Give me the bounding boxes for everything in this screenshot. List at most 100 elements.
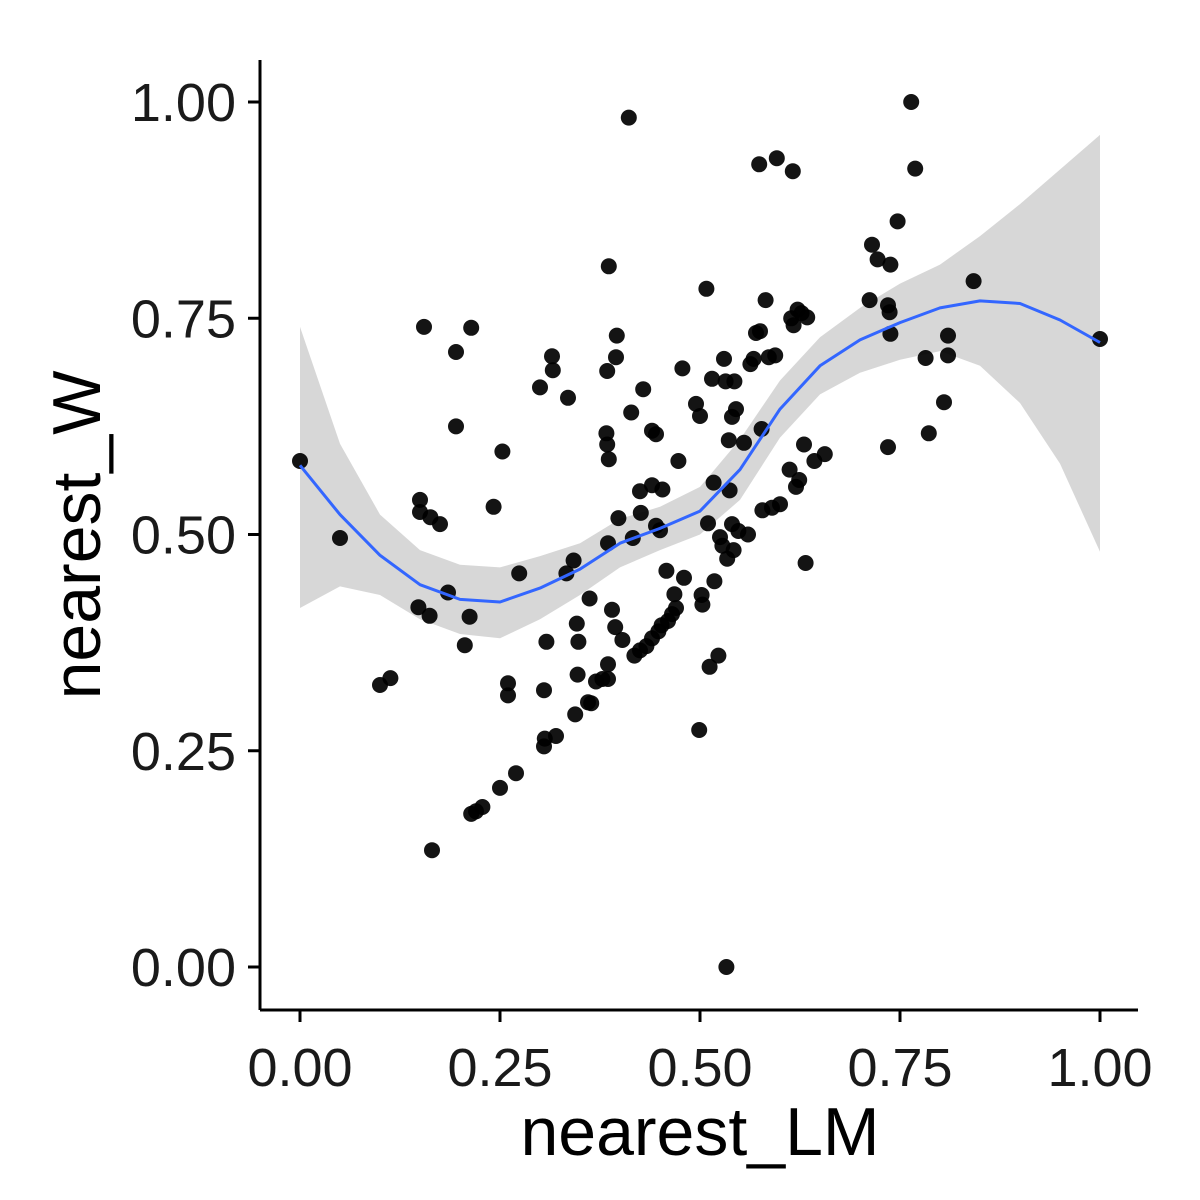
data-point-50 [600, 258, 617, 275]
data-point-157 [940, 347, 956, 364]
data-point-152 [907, 160, 924, 177]
data-point-135 [791, 472, 808, 488]
data-point-33 [544, 348, 560, 365]
data-point-26 [508, 765, 524, 782]
x-tick-label: 0.75 [847, 1038, 952, 1098]
data-point-15 [461, 608, 478, 625]
data-point-51 [599, 436, 616, 453]
data-point-155 [936, 394, 952, 411]
y-tick-label: 0.00 [131, 938, 236, 998]
data-point-111 [726, 373, 743, 390]
data-point-80 [658, 562, 675, 579]
data-point-97 [705, 474, 722, 491]
data-point-114 [736, 434, 752, 451]
data-point-45 [583, 695, 600, 712]
data-point-87 [676, 569, 692, 586]
data-point-129 [781, 461, 798, 478]
data-point-61 [614, 632, 631, 648]
data-point-93 [698, 280, 715, 297]
data-point-35 [548, 728, 564, 744]
data-point-147 [882, 256, 899, 273]
data-point-22 [494, 443, 511, 460]
data-point-69 [635, 381, 652, 398]
data-point-117 [745, 350, 762, 367]
x-tick-label: 0.00 [247, 1038, 352, 1098]
data-point-39 [567, 706, 584, 723]
data-point-49 [599, 363, 616, 379]
data-point-20 [424, 842, 440, 859]
data-point-143 [864, 236, 880, 253]
data-point-137 [796, 436, 812, 453]
smooth-line-group [298, 299, 1101, 604]
data-point-0 [292, 453, 308, 469]
data-point-3 [382, 670, 399, 687]
data-point-27 [511, 565, 528, 582]
data-point-44 [581, 590, 598, 607]
data-point-99 [710, 647, 727, 664]
data-point-120 [752, 323, 768, 340]
data-point-38 [565, 552, 582, 569]
data-point-74 [648, 426, 664, 443]
data-point-102 [716, 350, 732, 367]
data-point-150 [889, 213, 906, 230]
data-point-54 [600, 671, 616, 687]
data-point-37 [560, 389, 576, 406]
data-point-52 [600, 451, 617, 468]
data-point-112 [728, 401, 744, 418]
data-point-89 [691, 722, 708, 738]
data-point-90 [692, 408, 708, 424]
data-point-40 [568, 615, 585, 632]
data-point-110 [725, 542, 742, 559]
x-tick-label: 1.00 [1047, 1038, 1152, 1098]
x-tick-label: 0.50 [647, 1038, 752, 1098]
data-point-58 [608, 349, 624, 366]
data-point-57 [607, 619, 624, 636]
data-point-148 [881, 304, 898, 321]
data-point-153 [917, 350, 934, 366]
data-point-145 [880, 439, 896, 456]
data-point-1 [332, 530, 348, 546]
data-point-154 [920, 425, 937, 442]
confidence-ribbon [300, 134, 1100, 639]
data-point-156 [940, 327, 956, 344]
data-point-86 [674, 360, 691, 377]
data-point-138 [797, 555, 814, 571]
smooth-line [298, 299, 1101, 604]
data-point-85 [670, 453, 687, 469]
data-point-32 [538, 633, 555, 650]
data-point-63 [623, 404, 640, 421]
data-point-23 [492, 779, 508, 796]
data-point-123 [757, 292, 774, 309]
data-point-59 [608, 327, 625, 344]
x-axis-title: nearest_LM [520, 1094, 879, 1170]
data-point-158 [965, 273, 982, 290]
confidence-band [300, 134, 1100, 639]
data-point-115 [740, 526, 756, 543]
data-point-5 [416, 318, 432, 335]
data-point-28 [532, 379, 548, 396]
data-point-139 [799, 309, 816, 326]
points-group [292, 94, 1108, 975]
data-point-19 [474, 799, 491, 815]
data-point-42 [570, 633, 587, 650]
y-axis-title: nearest_W [39, 371, 115, 700]
data-point-119 [751, 156, 768, 173]
data-point-31 [536, 682, 552, 699]
data-point-79 [654, 481, 671, 498]
data-point-55 [600, 656, 616, 673]
data-point-127 [768, 150, 785, 167]
data-point-84 [668, 600, 684, 616]
data-point-62 [620, 109, 637, 126]
data-point-96 [704, 370, 720, 387]
data-point-141 [816, 446, 833, 463]
data-point-88 [688, 395, 704, 412]
x-axis-ticks: 0.00 0.25 0.50 0.75 1.00 [247, 1010, 1153, 1098]
data-point-92 [694, 596, 711, 613]
data-point-159 [1092, 331, 1108, 347]
data-point-131 [784, 163, 801, 180]
y-tick-label: 1.00 [131, 73, 236, 133]
data-point-4 [410, 599, 427, 616]
data-point-68 [632, 504, 649, 521]
y-tick-label: 0.50 [131, 506, 236, 566]
